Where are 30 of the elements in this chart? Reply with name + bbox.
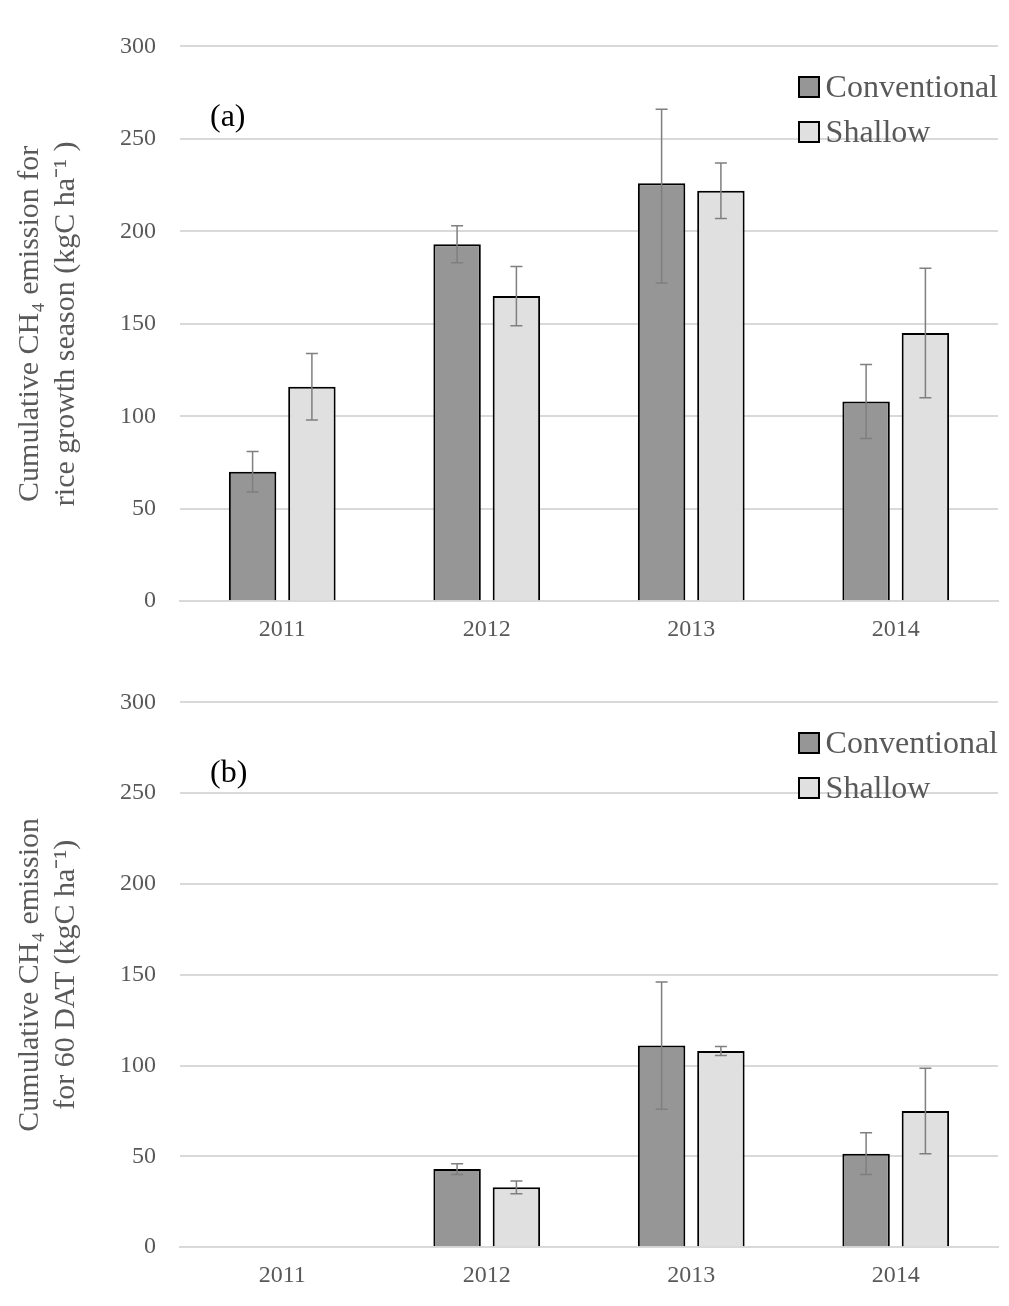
- x-tick-label: 2014: [871, 614, 920, 641]
- x-tick-label: 2013: [667, 614, 716, 641]
- y-tick-label: 250: [120, 778, 156, 805]
- y-tick-label: 100: [120, 1050, 156, 1077]
- legend-label: Shallow: [825, 113, 931, 150]
- legend-label: Shallow: [825, 769, 931, 806]
- y-tick-label: 0: [144, 586, 156, 613]
- legend-label: Conventional: [825, 68, 998, 105]
- y-tick-label: 50: [132, 494, 156, 521]
- x-tick-label: 2011: [258, 1260, 306, 1287]
- x-tick-label: 2013: [667, 1260, 716, 1287]
- y-tick-label: 200: [120, 869, 156, 896]
- x-tick-label: 2012: [462, 614, 511, 641]
- x-tick-label: 2011: [258, 614, 306, 641]
- x-tick-label: 2012: [462, 1260, 511, 1287]
- y-tick-label: 0: [144, 1232, 156, 1259]
- y-axis-title: Cumulative CH₄ emission for 60 DAT (kgC ha⁻¹): [10, 817, 81, 1132]
- y-tick-label: 250: [120, 124, 156, 151]
- y-tick-label: 150: [120, 960, 156, 987]
- y-tick-label: 300: [120, 31, 156, 58]
- x-tick-label: 2014: [871, 1260, 920, 1287]
- annotation: (a): [210, 96, 246, 133]
- y-tick-label: 200: [120, 216, 156, 243]
- legend-label: Conventional: [825, 724, 998, 761]
- y-tick-label: 100: [120, 401, 156, 428]
- annotation: (b): [210, 752, 248, 789]
- y-tick-label: 300: [120, 687, 156, 714]
- y-tick-label: 50: [132, 1141, 156, 1168]
- y-tick-label: 150: [120, 309, 156, 336]
- y-axis-title: Cumulative CH₄ emission for rice growth season (kgC ha⁻¹ ): [10, 141, 81, 507]
